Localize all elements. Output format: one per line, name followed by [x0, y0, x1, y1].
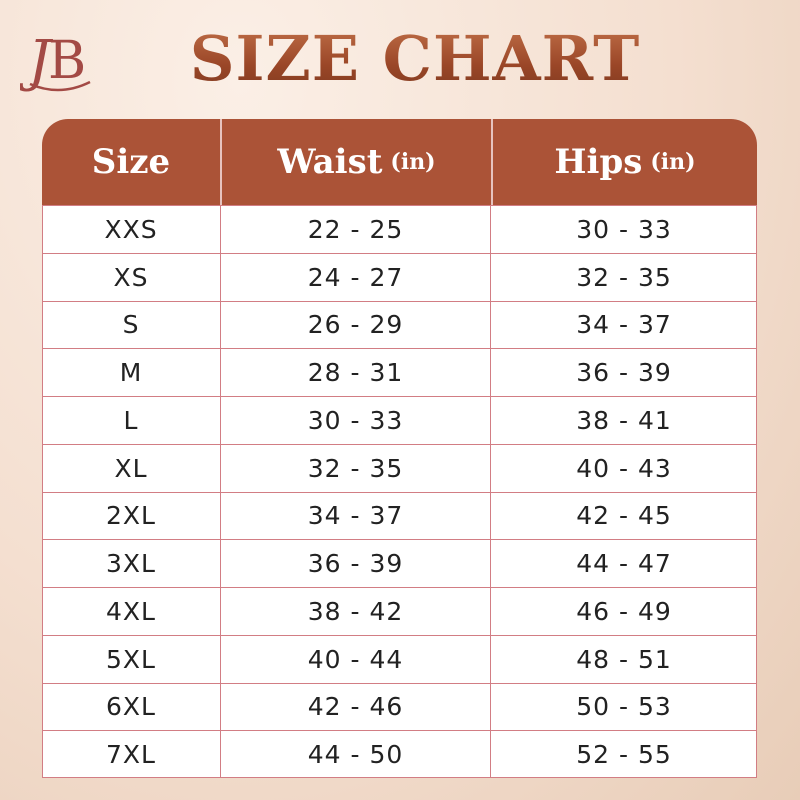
- hips-cell: 48 - 51: [490, 635, 757, 683]
- size-cell: 2XL: [106, 501, 156, 531]
- size-cell: XL: [114, 453, 148, 483]
- table-row: XS 24 - 27 32 - 35: [42, 252, 757, 301]
- size-cell: 7XL: [106, 740, 156, 770]
- waist-cell: 24 - 27: [220, 253, 490, 301]
- waist-cell: 22 - 25: [220, 206, 490, 253]
- hips-cell: 50 - 53: [490, 683, 757, 731]
- table-row: 7XL 44 - 50 52 - 55: [42, 730, 757, 778]
- size-cell: 4XL: [106, 596, 156, 626]
- waist-cell: 34 - 37: [220, 492, 490, 540]
- page-title: SIZE CHART: [0, 22, 800, 95]
- size-cell: 5XL: [106, 644, 156, 674]
- waist-cell: 30 - 33: [220, 397, 490, 444]
- table-row: M 28 - 31 36 - 39: [42, 348, 757, 396]
- hips-cell: 52 - 55: [490, 731, 757, 778]
- hips-cell: 42 - 45: [490, 492, 757, 540]
- header-size: Size: [42, 119, 220, 205]
- table-row: XL 32 - 35 40 - 43: [42, 443, 757, 492]
- waist-cell: 36 - 39: [220, 540, 490, 587]
- hips-cell: 40 - 43: [490, 444, 757, 492]
- table-row: L 30 - 33 38 - 41: [42, 396, 757, 444]
- brand-logo: J B: [18, 22, 95, 94]
- size-cell: M: [119, 358, 143, 388]
- table-header: Size Waist (in) Hips (in): [42, 119, 757, 205]
- waist-cell: 42 - 46: [220, 683, 490, 731]
- size-cell: 6XL: [106, 692, 156, 722]
- size-cell: XS: [113, 262, 149, 292]
- header-hips: Hips (in): [491, 119, 757, 205]
- header-label: Hips: [554, 142, 643, 182]
- table-row: XXS 22 - 25 30 - 33: [42, 205, 757, 253]
- waist-cell: 44 - 50: [220, 731, 490, 778]
- header-unit: (in): [650, 149, 696, 175]
- table-row: 2XL 34 - 37 42 - 45: [42, 491, 757, 540]
- table-row: 4XL 38 - 42 46 - 49: [42, 587, 757, 635]
- size-cell: L: [123, 405, 139, 435]
- table-row: 5XL 40 - 44 48 - 51: [42, 634, 757, 683]
- table-row: 3XL 36 - 39 44 - 47: [42, 539, 757, 587]
- size-table: Size Waist (in) Hips (in) XXS 22 - 25 30 - 3…: [42, 119, 757, 778]
- header-waist: Waist (in): [220, 119, 491, 205]
- hips-cell: 30 - 33: [490, 206, 757, 253]
- hips-cell: 34 - 37: [490, 301, 757, 349]
- hips-cell: 44 - 47: [490, 540, 757, 587]
- size-cell: XXS: [104, 214, 158, 244]
- header-label: Waist: [277, 142, 383, 182]
- header-unit: (in): [390, 149, 436, 175]
- waist-cell: 26 - 29: [220, 301, 490, 349]
- hips-cell: 32 - 35: [490, 253, 757, 301]
- waist-cell: 32 - 35: [220, 444, 490, 492]
- size-cell: 3XL: [106, 549, 156, 579]
- waist-cell: 40 - 44: [220, 635, 490, 683]
- svg-text:B: B: [48, 31, 86, 91]
- table-row: 6XL 42 - 46 50 - 53: [42, 682, 757, 731]
- waist-cell: 28 - 31: [220, 349, 490, 396]
- table-row: S 26 - 29 34 - 37: [42, 300, 757, 349]
- header-label: Size: [91, 142, 171, 182]
- hips-cell: 46 - 49: [490, 588, 757, 635]
- hips-cell: 38 - 41: [490, 397, 757, 444]
- waist-cell: 38 - 42: [220, 588, 490, 635]
- hips-cell: 36 - 39: [490, 349, 757, 396]
- size-cell: S: [122, 310, 140, 340]
